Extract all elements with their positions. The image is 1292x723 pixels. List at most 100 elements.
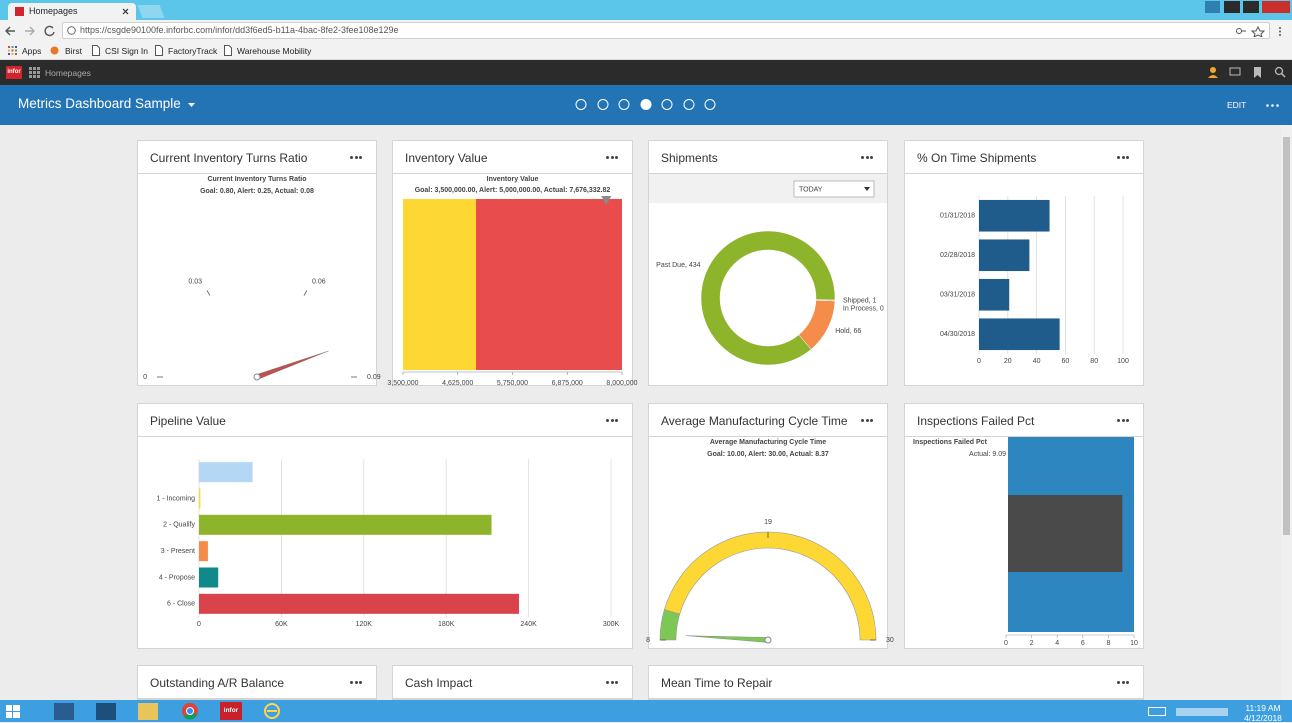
card-title: Average Manufacturing Cycle Time xyxy=(661,414,848,428)
restore-button[interactable] xyxy=(1243,1,1259,13)
scroll-thumb[interactable] xyxy=(1283,137,1290,535)
edit-button[interactable]: EDIT xyxy=(1227,100,1247,110)
card-title: Outstanding A/R Balance xyxy=(150,676,285,690)
card: Pipeline Value xyxy=(137,403,633,649)
app-menu-icon[interactable] xyxy=(29,67,40,78)
dropdown-caret[interactable] xyxy=(188,103,195,108)
page-icon xyxy=(92,45,100,56)
menu-dot xyxy=(1117,681,1120,684)
apps-icon xyxy=(8,46,17,55)
menu-dot xyxy=(350,681,353,684)
card-menu[interactable] xyxy=(1117,681,1129,685)
menu-dot xyxy=(1117,156,1120,159)
card-title: Cash Impact xyxy=(405,676,473,690)
app-bar: infor Homepages xyxy=(0,60,1292,85)
card-header: Mean Time to Repair xyxy=(649,666,1143,699)
card-title: Inventory Value xyxy=(405,151,488,165)
header-menu[interactable] xyxy=(1266,104,1279,107)
menu-dot xyxy=(861,419,864,422)
dashboard-title[interactable]: Metrics Dashboard Sample xyxy=(18,96,181,111)
menu-dot xyxy=(359,156,362,159)
card-title: Pipeline Value xyxy=(150,414,226,428)
card-header: Shipments xyxy=(649,141,887,174)
card-menu[interactable] xyxy=(350,156,362,160)
card-title: Current Inventory Turns Ratio xyxy=(150,151,308,165)
app-nav[interactable]: Homepages xyxy=(45,68,91,78)
menu-dot xyxy=(354,681,358,684)
taskbar-app[interactable] xyxy=(54,703,74,720)
taskbar-app[interactable] xyxy=(138,703,158,720)
scrollbar[interactable] xyxy=(1281,125,1292,700)
tab-icon xyxy=(15,7,24,16)
taskbar-app[interactable] xyxy=(262,702,282,720)
app-logo[interactable]: infor xyxy=(6,66,22,79)
bookmark[interactable]: Warehouse Mobility xyxy=(237,46,312,56)
card-menu[interactable] xyxy=(350,681,362,685)
card-menu[interactable] xyxy=(606,419,618,423)
card-header: Average Manufacturing Cycle Time xyxy=(649,404,887,437)
card-menu[interactable] xyxy=(606,681,618,685)
menu-dot xyxy=(615,156,618,159)
card: Average Manufacturing Cycle Time xyxy=(648,403,888,649)
bookmark[interactable]: FactoryTrack xyxy=(168,46,218,56)
birst-icon xyxy=(50,46,59,55)
menu-dot xyxy=(610,681,614,684)
card: Outstanding A/R Balance xyxy=(137,665,377,700)
menu-dot xyxy=(1126,156,1129,159)
bookmark[interactable]: Birst xyxy=(65,46,82,56)
nav-buttons[interactable] xyxy=(4,25,58,37)
card: Inventory Value xyxy=(392,140,633,386)
toolbar-icons[interactable] xyxy=(1235,26,1289,37)
taskbar-app[interactable] xyxy=(96,703,116,720)
new-tab[interactable] xyxy=(137,5,165,18)
card-menu[interactable] xyxy=(1117,419,1129,423)
menu-dot xyxy=(1126,419,1129,422)
card-menu[interactable] xyxy=(606,156,618,160)
menu-dot xyxy=(359,681,362,684)
minimize-button[interactable] xyxy=(1224,1,1240,13)
menu-dot xyxy=(861,156,864,159)
keyboard-icon[interactable] xyxy=(1148,707,1166,716)
browser-tab[interactable]: Homepages xyxy=(8,3,136,20)
menu-dot xyxy=(606,419,609,422)
menu-dot xyxy=(1121,156,1125,159)
taskbar-app[interactable]: infor xyxy=(220,702,242,720)
tab-strip: Homepages xyxy=(0,0,1292,20)
menu-dot xyxy=(1117,419,1120,422)
card-header: Inventory Value xyxy=(393,141,632,174)
clock-date[interactable]: 4/12/2018 xyxy=(1244,713,1282,723)
card: Current Inventory Turns Ratio xyxy=(137,140,377,386)
menu-dot xyxy=(350,156,353,159)
tab-title: Homepages xyxy=(29,6,78,16)
close-button[interactable] xyxy=(1262,1,1290,13)
page-dots[interactable] xyxy=(570,98,722,112)
url-box[interactable]: https://csgde90100fe.inforbc.com/infor/d… xyxy=(62,22,1270,39)
card-menu[interactable] xyxy=(861,156,873,160)
menu-dot xyxy=(870,156,873,159)
start-button[interactable] xyxy=(6,705,20,718)
address-row: https://csgde90100fe.inforbc.com/infor/d… xyxy=(0,20,1292,42)
card-header: Outstanding A/R Balance xyxy=(138,666,376,699)
menu-dot xyxy=(615,681,618,684)
bookmark[interactable]: Apps xyxy=(22,46,42,56)
tab-close[interactable] xyxy=(122,8,129,15)
menu-dot xyxy=(1126,681,1129,684)
page-icon xyxy=(155,45,163,56)
clock-time[interactable]: 11:19 AM xyxy=(1245,703,1281,713)
taskbar-app[interactable] xyxy=(180,702,200,720)
card: Cash Impact xyxy=(392,665,633,700)
card-title: % On Time Shipments xyxy=(917,151,1037,165)
bookmark[interactable]: CSI Sign In xyxy=(105,46,148,56)
app-icons[interactable] xyxy=(1207,66,1287,79)
profile-button[interactable] xyxy=(1205,1,1220,13)
menu-dot xyxy=(610,419,614,422)
info-icon xyxy=(67,26,76,35)
menu-dot xyxy=(870,419,873,422)
card-menu[interactable] xyxy=(1117,156,1129,160)
menu-dot xyxy=(865,419,869,422)
tray-icons[interactable] xyxy=(1176,708,1228,716)
card-menu[interactable] xyxy=(861,419,873,423)
menu-dot xyxy=(606,681,609,684)
menu-dot xyxy=(610,156,614,159)
menu-dot xyxy=(865,156,869,159)
